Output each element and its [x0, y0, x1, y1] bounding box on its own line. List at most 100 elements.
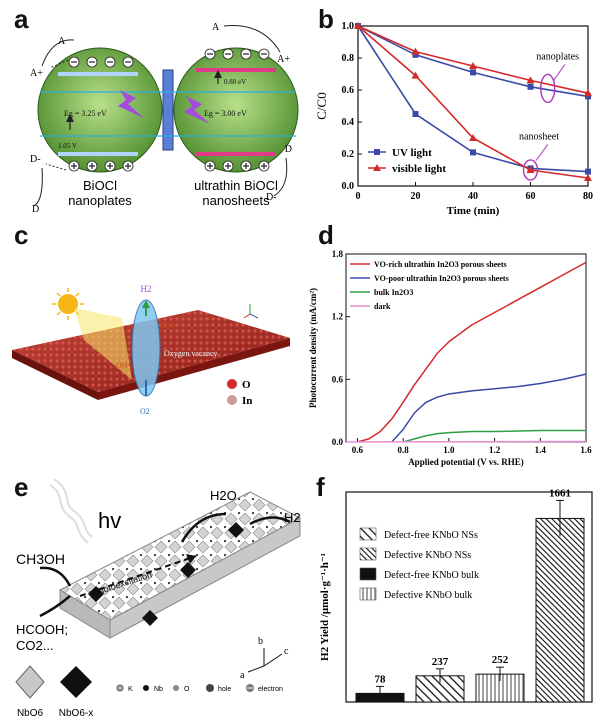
y-axis-label: Photocurrent density (mA/cm²)	[308, 288, 318, 408]
panel-label-f: f	[316, 472, 325, 502]
annotation-nanosheet: nanosheet	[519, 132, 559, 143]
label-oh: OH-	[116, 361, 131, 370]
legend-swatch	[359, 547, 377, 561]
legend-in-label: In	[242, 395, 252, 407]
lightning-bolt-icon	[118, 90, 144, 118]
panel-label-e: e	[14, 472, 29, 502]
label-d-right: D	[285, 144, 292, 155]
x-axis-label: Applied potential (V vs. RHE)	[408, 457, 524, 467]
data-point	[527, 83, 534, 90]
nbo6-shape	[15, 665, 45, 699]
x-tick-label: 40	[468, 191, 478, 202]
x-tick-label: 0	[356, 191, 361, 202]
legend-hole: hole	[218, 686, 231, 693]
x-tick-label: 20	[411, 191, 421, 202]
label-h2o: H2O	[160, 321, 176, 330]
y-tick-label: 0.4	[342, 117, 355, 128]
vb-right	[196, 152, 276, 156]
bar-value-label: 1661	[549, 487, 571, 499]
panel-e-illustration: hv Photoexcitation CH3OH HCOOH; CO2... H…	[15, 478, 302, 719]
label-nbo6x: NbO6-x	[59, 708, 93, 719]
data-point	[585, 93, 591, 100]
legend-swatch	[359, 527, 377, 541]
x-tick-label: 0.6	[352, 445, 364, 455]
data-point	[411, 47, 420, 55]
y-tick-label: 0.0	[342, 181, 355, 192]
x-tick-label: 1.2	[489, 445, 501, 455]
y-tick-label: 0.2	[342, 149, 355, 160]
y-axis-label: H2 Yield /μmol·g⁻¹·h⁻¹	[319, 553, 331, 661]
legend-k: K	[128, 686, 133, 693]
vb-shift-label: 1.05 V	[58, 142, 77, 150]
data-point	[470, 149, 476, 156]
axis-triad	[243, 304, 259, 319]
label-a-right: A	[212, 22, 220, 33]
label-h2-e: H2	[284, 510, 301, 525]
label-ch3oh: CH3OH	[16, 551, 65, 567]
legend-label: Defect-free KNbO bulk	[384, 570, 479, 581]
label-hv: hv	[98, 508, 121, 533]
panel-b-chart: 0 20 40 60 80 0.0 0.2 0.4 0.6 0.8 1.0 Time (min) C/C…	[314, 21, 593, 217]
name-bioc-line2: nanoplates	[68, 193, 132, 208]
y-tick-label: 0.8	[342, 53, 355, 64]
vb-left	[58, 152, 138, 156]
lightning-bolt-icon	[184, 96, 210, 124]
sphere-bioc-nanoplates	[37, 47, 163, 173]
name-ultrathin-line1: ultrathin BiOCl	[194, 178, 278, 193]
legend-label-uv: UV light	[392, 147, 432, 159]
label-d-left: D	[32, 204, 39, 215]
legend-label: Defect-free KNbO NSs	[384, 530, 478, 541]
data-point	[470, 69, 476, 76]
label-nbo6: NbO6	[17, 708, 44, 719]
sun-icon	[58, 294, 78, 314]
sphere-ultrathin-nanosheets	[173, 47, 299, 173]
series-line	[357, 261, 587, 443]
data-point	[469, 134, 477, 141]
y-tick-label: 0.6	[332, 374, 344, 384]
y-tick-label: 0.0	[332, 437, 344, 447]
data-point	[584, 89, 592, 97]
panel-label-d: d	[318, 220, 334, 250]
eg-right-label: Eg = 3.00 eV	[204, 109, 247, 118]
y-tick-label: 1.2	[332, 312, 344, 322]
axis-a-label: a	[240, 670, 245, 681]
label-o2: O2	[140, 407, 150, 416]
cb-left	[58, 72, 138, 76]
label-aplus-right: A+	[277, 54, 290, 65]
x-tick-label: 80	[583, 191, 593, 202]
legend-label: VO-poor ultrathin In2O3 porous sheets	[374, 274, 509, 283]
x-tick-label: 1.0	[443, 445, 455, 455]
axis-b-label: b	[258, 636, 263, 647]
annotation-pointer	[553, 64, 566, 81]
label-h2: H2	[141, 284, 152, 294]
plot-frame	[345, 491, 593, 703]
legend-swatch	[359, 587, 377, 601]
annotation-nanoplates: nanoplates	[536, 52, 579, 63]
data-point	[584, 174, 592, 181]
legend-nb: Nb	[154, 686, 163, 693]
data-point	[469, 62, 477, 69]
legend-o-atom	[227, 379, 237, 389]
series-line	[345, 440, 587, 443]
legend-label: Defective KNbO bulk	[384, 590, 472, 601]
junction-connector	[162, 69, 174, 151]
data-point	[412, 51, 419, 58]
cb-right	[196, 68, 276, 72]
name-ultrathin-line2: nanosheets	[202, 193, 270, 208]
x-axis-label: Time (min)	[447, 205, 500, 217]
legend-label: VO-rich ultrathin In2O3 porous sheets	[374, 260, 507, 269]
panel-c-illustration: H2 H2O OH- O2 Oxygen vacancy O In	[12, 284, 290, 416]
annotation-ellipse	[522, 159, 539, 181]
y-tick-label: 0.6	[342, 85, 355, 96]
panel-a-band-diagram: Eg = 3.25 eV Eg = 3.00 eV 1.05 V 0.80 eV…	[30, 22, 299, 215]
name-bioc-line1: BiOCl	[83, 178, 117, 193]
data-point	[526, 166, 535, 173]
data-point	[411, 71, 420, 79]
label-hcooh: HCOOH;	[16, 622, 68, 637]
crystal-axes	[247, 648, 283, 673]
data-point	[354, 22, 362, 29]
legend-marker-visible	[373, 164, 381, 171]
legend-o-label: O	[242, 379, 251, 391]
data-point	[412, 111, 419, 117]
eg-left-label: Eg = 3.25 eV	[64, 109, 107, 118]
